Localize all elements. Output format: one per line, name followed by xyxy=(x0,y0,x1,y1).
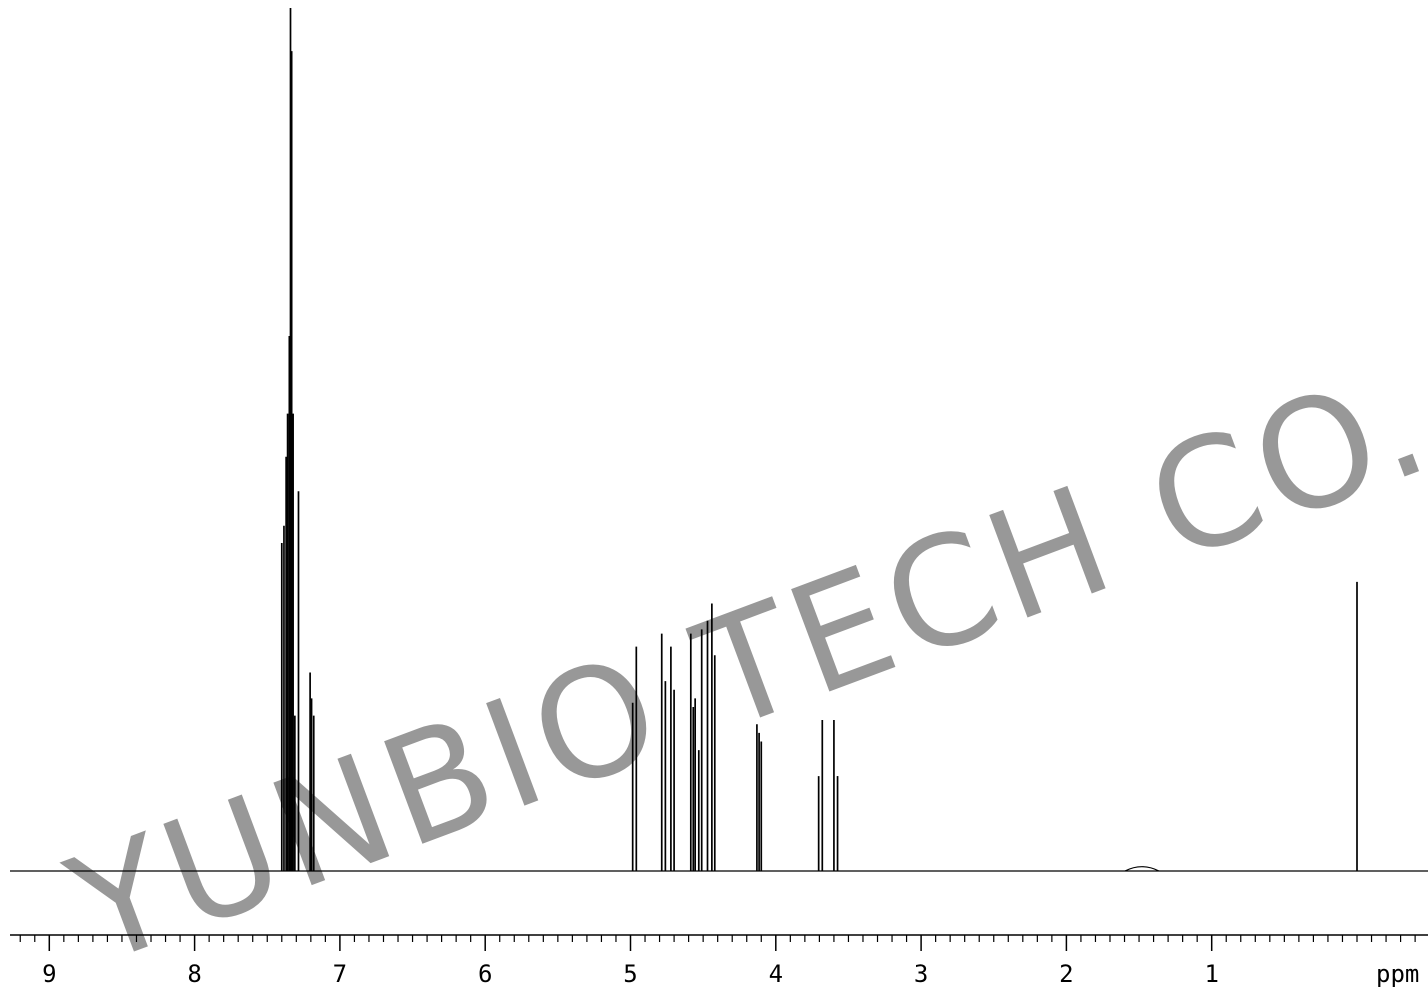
spectrum-peak xyxy=(1124,866,1160,872)
x-axis: 9 8 7 6 5 4 3 2 1 ppm xyxy=(10,934,1428,988)
watermark-layer: YUNBIO TECH CO.,LTD xyxy=(49,214,1428,988)
x-tick-label: 2 xyxy=(1059,960,1073,988)
x-tick-label: 7 xyxy=(333,960,347,988)
x-tick-label: 6 xyxy=(478,960,492,988)
x-tick-label: 5 xyxy=(623,960,637,988)
watermark-text: YUNBIO TECH CO.,LTD xyxy=(49,214,1428,988)
x-tick-label: 8 xyxy=(187,960,201,988)
x-tick-label: 9 xyxy=(42,960,56,988)
x-axis-label: ppm xyxy=(1376,960,1419,988)
spectrum-layer xyxy=(10,8,1428,872)
x-tick-label: 3 xyxy=(914,960,928,988)
x-tick-label: 1 xyxy=(1204,960,1218,988)
x-tick-label: 4 xyxy=(769,960,783,988)
